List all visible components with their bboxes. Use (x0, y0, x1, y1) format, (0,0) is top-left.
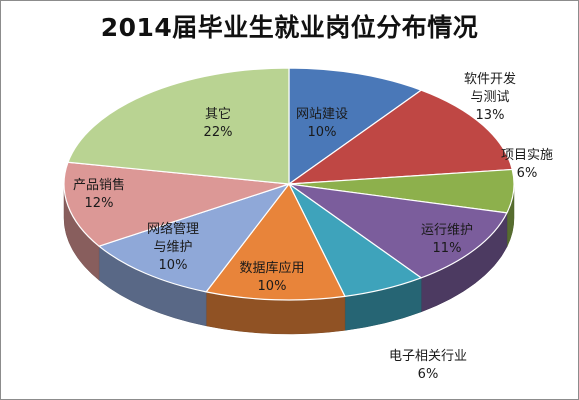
slice-label: 运行维护 11% (421, 222, 473, 258)
slice-value-label: 6% (417, 367, 439, 382)
slice-label: 网站建设 10% (296, 106, 348, 142)
pie-slice (205, 183, 346, 301)
slice-label: 项目实施 6% (501, 147, 553, 183)
slice-value-label: 10% (257, 279, 287, 294)
slice-value-label: 22% (203, 125, 233, 140)
slice-label: 其它 22% (204, 106, 233, 142)
slice-label-text: 与维护 (153, 240, 193, 255)
slice-label: 数据库应用 10% (239, 260, 304, 296)
slice-label: 软件开发与测试 13% (464, 71, 516, 125)
pie-slice (288, 89, 513, 185)
pie-top-faces (63, 67, 515, 301)
pie-slice (67, 67, 290, 185)
slice-value-label: 12% (84, 196, 114, 211)
slice-value-label: 10% (307, 125, 337, 140)
slice-value-label: 10% (158, 258, 188, 273)
slice-label-text: 产品销售 (72, 178, 126, 193)
chart-title: 2014届毕业生就业岗位分布情况 (100, 13, 479, 42)
pie-slice (288, 183, 508, 279)
slice-label-text: 软件开发 (463, 72, 517, 87)
slice-label-text: 运行维护 (420, 223, 474, 238)
slice-label-text: 其它 (204, 107, 231, 122)
pie-slice (63, 161, 290, 247)
slice-value-label: 11% (432, 241, 462, 256)
slice-label: 电子相关行业 6% (389, 348, 467, 384)
pie-slice (98, 183, 290, 293)
slice-label: 产品销售 12% (73, 177, 125, 213)
slice-label-text: 项目实施 (500, 148, 554, 163)
slice-label-text: 网站建设 (295, 107, 349, 122)
slice-value-label: 13% (475, 108, 505, 123)
slice-label-text: 电子相关行业 (388, 349, 468, 364)
pie-side-walls (63, 183, 515, 335)
pie-slice (288, 67, 422, 185)
slice-label-text: 数据库应用 (239, 261, 305, 276)
slice-label: 网络管理与维护 10% (147, 221, 199, 275)
slice-label-text: 与测试 (470, 90, 510, 105)
slice-value-label: 6% (516, 166, 538, 181)
slice-label-text: 网络管理 (146, 222, 200, 237)
